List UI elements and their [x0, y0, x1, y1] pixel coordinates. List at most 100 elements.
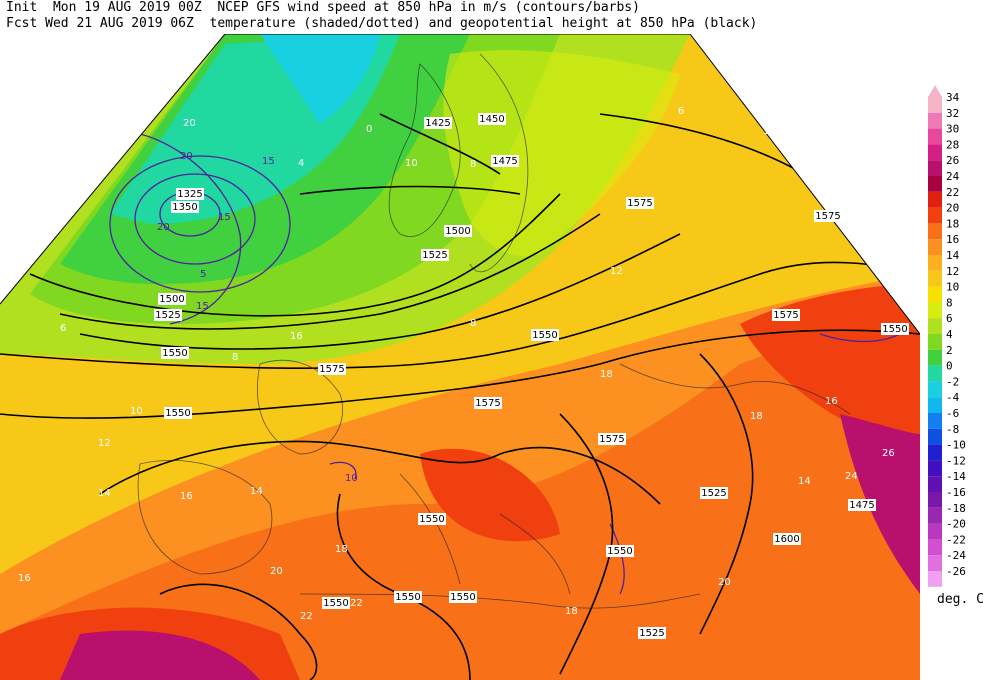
colorbar-swatch	[928, 539, 942, 556]
height-label: 1550	[323, 598, 348, 609]
temp-label: 12	[610, 266, 623, 277]
colorbar-swatch	[928, 144, 942, 161]
colorbar-swatch	[928, 176, 942, 192]
height-label: 1425	[425, 118, 450, 129]
colorbar-swatch	[928, 349, 942, 366]
colorbar-swatch	[928, 413, 942, 429]
colorbar-tick-label: 10	[946, 281, 959, 294]
temp-label: 16	[18, 573, 31, 584]
height-label: 1550	[165, 408, 190, 419]
temp-label: 8	[232, 352, 238, 363]
chart-header: Init Mon 19 AUG 2019 00Z NCEP GFS wind s…	[6, 0, 886, 32]
temp-label: 20	[270, 566, 283, 577]
colorbar-swatch	[928, 286, 942, 303]
warm-core-east	[740, 284, 920, 454]
colorbar-swatch	[928, 444, 942, 461]
height-label: 1500	[445, 226, 470, 237]
temp-label: 12	[98, 438, 111, 449]
colorbar-tick-label: 28	[946, 138, 959, 151]
map-fill-layer	[0, 34, 920, 680]
height-label: 1525	[155, 310, 180, 321]
colorbar-tick-label: 20	[946, 202, 959, 215]
wind-label: 5	[200, 269, 206, 280]
colorbar-swatch	[928, 460, 942, 477]
height-label: 1550	[882, 324, 907, 335]
height-label: 1525	[422, 250, 447, 261]
colorbar-tick-label: 16	[946, 233, 959, 246]
temp-label: 18	[600, 369, 613, 380]
colorbar-tick-label: 18	[946, 217, 959, 230]
forecast-time-line: Fcst Wed 21 AUG 2019 06Z temperature (sh…	[6, 16, 758, 31]
colorbar-tick-label: -4	[946, 391, 960, 404]
colorbar-swatch	[928, 112, 942, 129]
temp-label: 10	[130, 406, 143, 417]
height-label: 1550	[419, 514, 444, 525]
colorbar-swatch	[928, 270, 942, 287]
temp-label: 14	[250, 486, 263, 497]
colorbar-swatch	[928, 302, 942, 319]
colorbar-swatch	[928, 428, 942, 445]
colorbar-swatch	[928, 555, 942, 571]
colorbar-tick-label: -6	[946, 407, 959, 420]
colorbar-tick-label: -16	[946, 486, 966, 499]
temp-label: 10	[405, 158, 418, 169]
height-label: 1575	[319, 364, 344, 375]
height-label: 1550	[395, 592, 420, 603]
height-label: 1550	[607, 546, 632, 557]
colorbar-tick-label: -22	[946, 533, 966, 546]
temp-label: 20	[718, 577, 731, 588]
colorbar-tick-label: 8	[946, 296, 953, 309]
colorbar-tick-label: 30	[946, 123, 959, 136]
temp-label: 0	[366, 124, 372, 135]
colorbar-tick-label: -8	[946, 423, 959, 436]
colorbar-swatch	[928, 223, 942, 240]
temp-label: 14	[798, 476, 811, 487]
colorbar-tick-label: 4	[946, 328, 953, 341]
colorbar-tick-label: 26	[946, 154, 959, 167]
colorbar-tick-label: 2	[946, 344, 953, 357]
temp-label: 4	[298, 158, 304, 169]
colorbar-tick-label: 34	[946, 91, 960, 104]
height-label: 1450	[479, 114, 504, 125]
colorbar-swatch	[928, 255, 942, 271]
temp-label: 14	[98, 488, 111, 499]
colorbar-tick-label: -14	[946, 470, 966, 483]
height-label: 1575	[475, 398, 500, 409]
wind-label-group: 20 15 15 10 5 20 15	[157, 151, 358, 484]
colorbar-swatch	[928, 397, 942, 413]
temp-label: 8	[470, 318, 476, 329]
colorbar-tick-label: 6	[946, 312, 953, 325]
colorbar-arrow-top	[928, 85, 942, 97]
hot-core-south	[60, 630, 260, 680]
coastlines	[137, 53, 851, 609]
wind-label: 10	[345, 473, 358, 484]
colorbar-swatch	[928, 381, 942, 398]
colorbar-tick-label: 24	[946, 170, 960, 183]
wind-label: 15	[196, 301, 209, 312]
height-label: 1575	[627, 198, 652, 209]
temperature-colorbar: 34 32 30 28 26 24 22 20 18 16 14 12 10 8 6 4 2 0 -2 -4 -6 -8-…	[928, 85, 988, 605]
colorbar-tick-label: -2	[946, 375, 959, 388]
colorbar-tick-label: -26	[946, 565, 966, 578]
colorbar-swatch	[928, 191, 942, 208]
temp-label: 8	[470, 159, 476, 170]
colorbar-tick-label: 32	[946, 107, 959, 120]
colorbar-swatch	[928, 492, 942, 508]
map-svg: 1425 1450 1475 1575 1575 1325 1350 1500 …	[0, 34, 920, 680]
temp-label: 6	[60, 323, 66, 334]
height-label: 1550	[450, 592, 475, 603]
temp-label: 26	[882, 448, 895, 459]
height-label: 1475	[849, 500, 874, 511]
colorbar-swatch	[928, 128, 942, 145]
temp-label: 6	[678, 106, 684, 117]
temp-label: 20	[183, 118, 196, 129]
temp-label: 18	[750, 411, 763, 422]
wind-label: 20	[180, 151, 193, 162]
height-label-group: 1425 1450 1475 1575 1575 1325 1350 1500 …	[154, 113, 909, 639]
height-label: 1575	[599, 434, 624, 445]
height-label: 1550	[162, 348, 187, 359]
colorbar-units-label: deg. C	[937, 592, 984, 607]
temp-label: 24	[845, 471, 858, 482]
temp-label: 16	[825, 396, 838, 407]
colorbar-tick-label: 0	[946, 360, 953, 373]
